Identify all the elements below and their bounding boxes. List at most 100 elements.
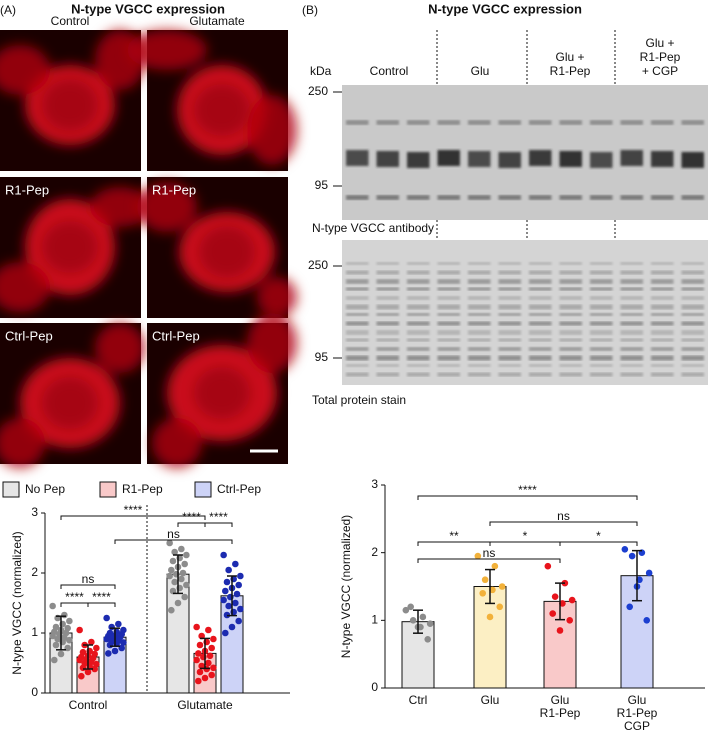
data-point xyxy=(196,641,204,649)
band xyxy=(620,262,643,265)
data-point xyxy=(196,668,204,676)
band xyxy=(437,321,460,326)
data-point xyxy=(233,590,241,598)
band xyxy=(651,330,674,335)
group-label: Control xyxy=(370,64,409,78)
data-point xyxy=(61,611,68,619)
band xyxy=(681,304,704,310)
data-point xyxy=(103,614,110,622)
blot-label: Total protein stain xyxy=(312,393,406,407)
significance-bracket xyxy=(60,515,206,520)
data-point xyxy=(210,664,217,672)
band xyxy=(346,120,369,125)
band xyxy=(559,304,582,310)
band xyxy=(590,330,613,335)
data-point xyxy=(489,586,496,594)
band xyxy=(620,296,643,300)
unit-label: kDa xyxy=(310,64,332,78)
marker-label: 250 xyxy=(308,258,328,272)
band xyxy=(529,195,552,200)
band xyxy=(498,347,521,351)
data-point xyxy=(181,593,188,601)
band xyxy=(376,338,399,342)
data-point xyxy=(84,668,92,676)
data-point xyxy=(171,548,178,556)
band xyxy=(681,313,704,316)
panel-title: N-type VGCC expression xyxy=(428,1,582,16)
data-point xyxy=(181,560,188,568)
band xyxy=(468,262,491,265)
nucleus xyxy=(42,221,98,273)
band xyxy=(437,364,460,367)
band xyxy=(346,287,369,291)
band xyxy=(407,347,430,351)
data-point xyxy=(220,551,227,559)
band xyxy=(529,338,552,342)
data-point xyxy=(491,562,499,570)
significance-label: **** xyxy=(124,503,143,517)
band xyxy=(590,313,613,316)
band xyxy=(681,321,704,326)
data-point xyxy=(54,635,61,643)
significance-label: **** xyxy=(65,590,84,604)
band xyxy=(407,338,430,342)
band xyxy=(559,364,582,367)
data-point xyxy=(201,674,209,682)
band xyxy=(529,296,552,300)
image-label: Ctrl-Pep xyxy=(5,328,53,343)
band xyxy=(681,287,704,291)
band xyxy=(559,270,582,275)
band xyxy=(559,279,582,284)
data-point xyxy=(551,593,559,600)
band xyxy=(559,355,582,361)
y-tick-label: 2 xyxy=(31,565,38,579)
data-point xyxy=(166,539,173,547)
band xyxy=(529,321,552,326)
band xyxy=(376,120,399,125)
band xyxy=(376,321,399,326)
band xyxy=(651,355,674,361)
nucleus xyxy=(199,226,255,278)
data-point xyxy=(498,583,506,590)
data-point xyxy=(78,672,85,680)
cell-body xyxy=(152,418,202,468)
band xyxy=(376,330,399,335)
x-tick-label: Glu xyxy=(628,693,647,707)
band xyxy=(529,262,552,265)
band xyxy=(437,195,460,200)
data-point xyxy=(409,617,417,624)
band xyxy=(468,347,491,351)
band xyxy=(437,372,460,377)
legend-swatch xyxy=(99,481,117,498)
band xyxy=(590,338,613,342)
significance-label: ns xyxy=(167,527,180,541)
band xyxy=(651,279,674,284)
significance-bracket xyxy=(60,584,116,589)
x-tick-label: R1-Pep xyxy=(540,706,581,720)
band xyxy=(376,279,399,284)
data-point xyxy=(193,623,200,631)
group-label: Glu + xyxy=(555,50,584,64)
band xyxy=(437,120,460,125)
band xyxy=(681,270,704,275)
band xyxy=(376,364,399,367)
y-tick-label: 1 xyxy=(371,613,378,627)
data-point xyxy=(645,569,653,577)
data-point xyxy=(183,551,190,559)
cell-body xyxy=(95,323,145,373)
data-point xyxy=(402,606,410,614)
data-point xyxy=(183,581,190,589)
band xyxy=(681,355,704,361)
band xyxy=(498,195,521,200)
band xyxy=(346,330,369,335)
band xyxy=(498,304,521,310)
band xyxy=(407,296,430,300)
x-tick-label: R1-Pep xyxy=(617,706,658,720)
band xyxy=(346,372,369,377)
blot-label: N-type VGCC antibody xyxy=(312,221,434,235)
panel-label: (A) xyxy=(0,3,16,17)
band xyxy=(620,304,643,310)
